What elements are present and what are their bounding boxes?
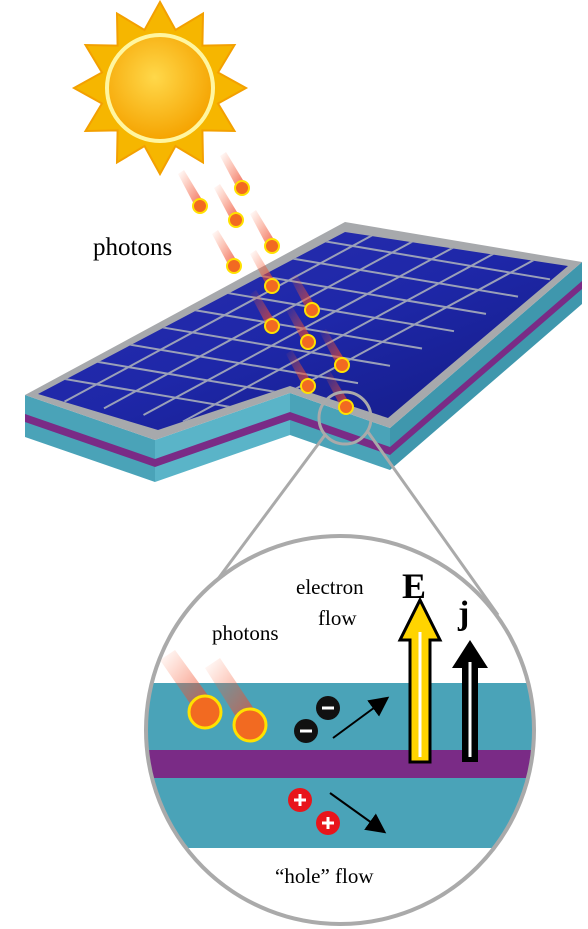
photon bbox=[235, 181, 249, 195]
photon bbox=[229, 213, 243, 227]
sun bbox=[74, 2, 246, 174]
page: {"labels": {"photons_top": "photons", "e… bbox=[0, 0, 588, 929]
photon bbox=[339, 400, 353, 414]
photons-label: photons bbox=[93, 234, 172, 261]
photon bbox=[265, 279, 279, 293]
photon bbox=[265, 319, 279, 333]
solar-panel bbox=[25, 222, 582, 482]
photon bbox=[265, 239, 279, 253]
flow-label: flow bbox=[318, 606, 357, 630]
hole-flow-label: “hole” flow bbox=[275, 864, 374, 888]
electron-label: electron bbox=[296, 575, 364, 599]
photon bbox=[301, 335, 315, 349]
photon bbox=[227, 259, 241, 273]
photon bbox=[335, 358, 349, 372]
photon bbox=[193, 199, 207, 213]
photon bbox=[305, 303, 319, 317]
diagram: photons electron flow E j photons “hole”… bbox=[0, 0, 588, 929]
current-label: j bbox=[457, 595, 469, 632]
field-label: E bbox=[402, 566, 426, 606]
photons-inset-label: photons bbox=[212, 621, 279, 645]
photon bbox=[301, 379, 315, 393]
